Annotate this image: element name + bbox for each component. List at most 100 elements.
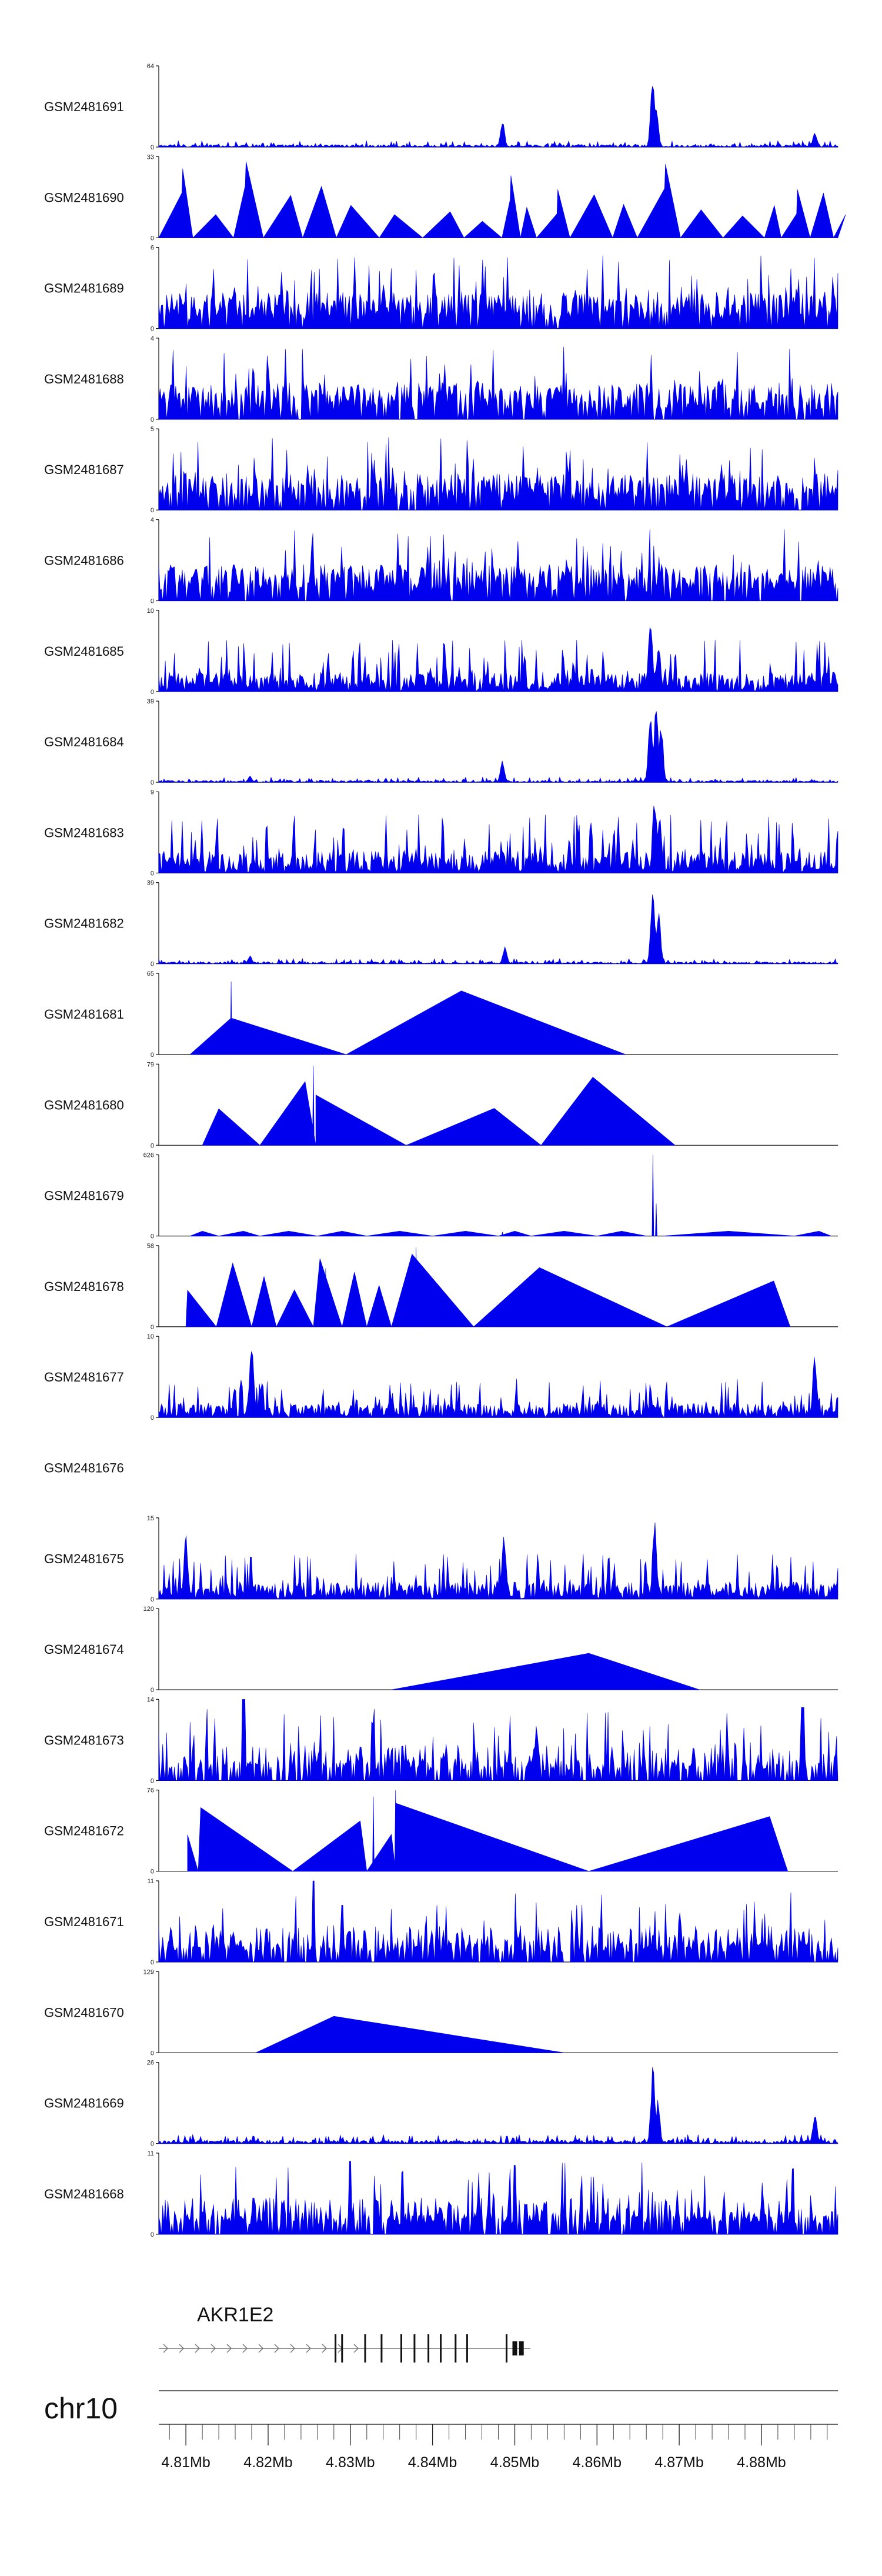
signal-area	[158, 1880, 838, 1963]
tick-label: 4.82Mb	[243, 2454, 292, 2471]
y-max-label: 129	[143, 1968, 154, 1976]
signal-segment	[216, 1262, 252, 1327]
track-label: GSM2481676	[44, 1461, 124, 1476]
signal-spike	[415, 1247, 417, 1327]
strand-arrow-icon	[179, 2344, 185, 2353]
tick-label: 4.83Mb	[326, 2454, 375, 2471]
signal-area	[158, 161, 846, 239]
y-max-label: 76	[147, 1787, 154, 1794]
exon	[413, 2334, 416, 2363]
signal-area	[158, 2161, 838, 2235]
y-max-label: 15	[147, 1515, 154, 1522]
signal-area	[158, 627, 838, 692]
tick-label: 4.86Mb	[573, 2454, 622, 2471]
track-GSM2481675: GSM2481675 15 0	[44, 1515, 838, 1603]
exon	[380, 2334, 383, 2363]
exon	[335, 2334, 337, 2363]
track-GSM2481690: GSM2481690 33 0	[44, 154, 846, 242]
y-min-label: 0	[151, 1233, 154, 1240]
exon	[364, 2334, 366, 2363]
tick-label: 4.88Mb	[737, 2454, 786, 2471]
signal-area	[158, 806, 838, 873]
signal-spike	[592, 1105, 594, 1146]
track-label: GSM2481679	[44, 1189, 124, 1203]
track-label: GSM2481678	[44, 1279, 124, 1294]
y-min-label: 0	[151, 1868, 154, 1876]
track-label: GSM2481684	[44, 735, 124, 749]
track-GSM2481668: GSM2481668 11 0	[44, 2150, 838, 2238]
y-min-label: 0	[151, 689, 154, 696]
y-max-label: 33	[147, 154, 154, 161]
y-max-label: 26	[147, 2060, 154, 2067]
track-label: GSM2481675	[44, 1551, 124, 1566]
y-max-label: 626	[143, 1152, 154, 1159]
y-min-label: 0	[151, 507, 154, 514]
gene-model	[159, 2334, 531, 2363]
signal-area	[158, 2067, 838, 2144]
signal-spike	[394, 1790, 397, 1871]
track-GSM2481670: GSM2481670 129 0	[44, 1968, 838, 2057]
signal-segment	[391, 1253, 475, 1327]
signal-segment	[498, 1230, 532, 1236]
signal-segment	[540, 1076, 676, 1146]
y-max-label: 10	[147, 1333, 154, 1340]
track-GSM2481685: GSM2481685 10 0	[44, 608, 838, 696]
y-min-label: 0	[151, 416, 154, 423]
track-label: GSM2481680	[44, 1097, 124, 1112]
track-GSM2481669: GSM2481669 26 0	[44, 2060, 838, 2148]
strand-arrow-icon	[306, 2344, 312, 2353]
track-label: GSM2481671	[44, 1914, 124, 1929]
track-label: GSM2481690	[44, 190, 124, 205]
y-max-label: 39	[147, 698, 154, 705]
signal-segment	[255, 2016, 564, 2053]
signal-area	[158, 1351, 838, 1418]
track-label: GSM2481674	[44, 1642, 124, 1657]
track-label: GSM2481685	[44, 644, 124, 659]
signal-segment	[259, 1081, 316, 1146]
y-max-label: 65	[147, 970, 154, 977]
strand-arrow-icon	[211, 2344, 216, 2353]
track-GSM2481682: GSM2481682 39 0	[44, 880, 838, 968]
gene-name: AKR1E2	[197, 2304, 273, 2326]
y-min-label: 0	[151, 1687, 154, 1694]
exon	[400, 2334, 402, 2363]
strand-arrow-icon	[195, 2344, 201, 2353]
genome-axis-ticks: 4.81Mb 4.82Mb 4.83Mb 4.84Mb 4.85Mb 4.86Mb 4.87…	[161, 2424, 828, 2471]
y-max-label: 58	[147, 1243, 154, 1250]
exon	[519, 2341, 524, 2355]
chromosome-label: chr10	[44, 2392, 118, 2425]
track-label: GSM2481669	[44, 2096, 124, 2111]
track-GSM2481684: GSM2481684 39 0	[44, 698, 838, 786]
track-GSM2481689: GSM2481689 6 0	[44, 245, 838, 333]
signal-area	[158, 346, 838, 420]
y-max-label: 9	[151, 789, 154, 796]
signal-area	[158, 529, 838, 601]
signal-segment	[531, 1230, 597, 1236]
y-min-label: 0	[151, 870, 154, 877]
signal-segment	[219, 1230, 260, 1236]
tick-label: 4.87Mb	[654, 2454, 703, 2471]
track-GSM2481673: GSM2481673 14 0	[44, 1696, 838, 1784]
y-max-label: 79	[147, 1061, 154, 1068]
signal-segment	[202, 1108, 260, 1146]
signal-segment	[346, 990, 626, 1055]
signal-segment	[315, 1095, 407, 1146]
track-GSM2481686: GSM2481686 4 0	[44, 517, 838, 605]
track-GSM2481671: GSM2481671 11 0	[44, 1878, 838, 1966]
strand-arrow-icon	[290, 2344, 296, 2353]
y-max-label: 14	[147, 1696, 154, 1703]
track-label: GSM2481687	[44, 462, 124, 477]
signal-area	[158, 255, 838, 329]
signal-area	[158, 1699, 838, 1781]
y-max-label: 39	[147, 880, 154, 887]
signal-segment	[366, 1284, 392, 1327]
tick-label: 4.84Mb	[408, 2454, 457, 2471]
signal-segment	[313, 1258, 343, 1327]
signal-segment	[187, 1834, 199, 1871]
track-GSM2481688: GSM2481688 4 0	[44, 335, 838, 423]
track-label: GSM2481686	[44, 553, 124, 568]
signal-spike	[655, 1203, 657, 1236]
signal-area	[158, 894, 838, 965]
y-min-label: 0	[151, 235, 154, 242]
signal-segment	[189, 1017, 346, 1055]
